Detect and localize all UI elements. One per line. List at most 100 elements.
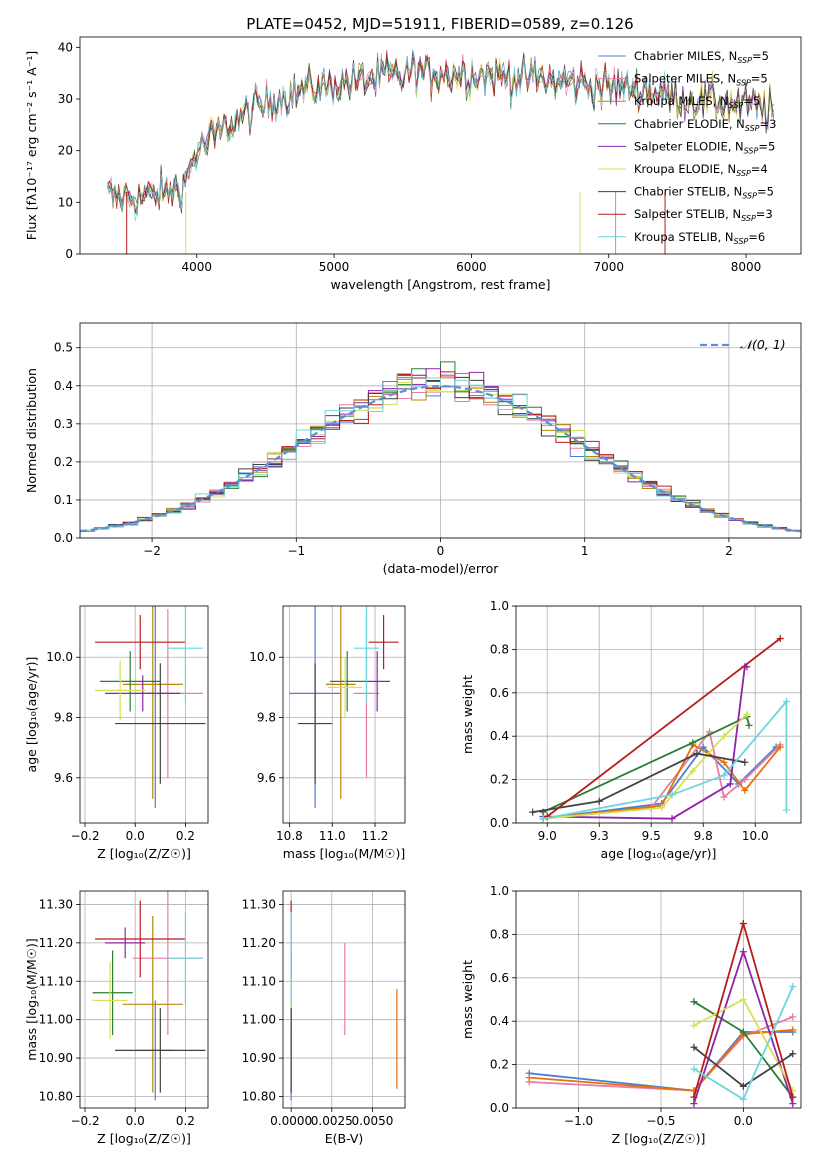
series-marker (689, 739, 697, 747)
series-line (542, 715, 750, 813)
y-tick-label: 0.8 (490, 642, 509, 656)
gridlines (283, 891, 405, 1108)
figure-title: PLATE=0452, MJD=51911, FIBERID=0589, z=0… (246, 15, 633, 33)
series-marker (668, 815, 676, 823)
axes-frame (79, 322, 802, 539)
series-marker (789, 1013, 797, 1021)
y-axis-label: Normed distribution (24, 368, 39, 493)
axes-frame (79, 36, 802, 255)
plot-body (290, 900, 398, 1101)
y-tick-label: 0.0 (490, 816, 509, 830)
y-tick-label: 0.5 (54, 341, 73, 355)
plot-body (95, 606, 206, 808)
legend-entry: Salpeter STELIB, NSSP=3 (634, 207, 773, 223)
series-marker (720, 758, 728, 766)
series-marker (693, 750, 701, 758)
series-marker (668, 791, 676, 799)
series-marker (789, 1026, 797, 1034)
series-marker (720, 771, 728, 779)
series-line (529, 1029, 793, 1092)
x-axis-label: E(B-V) (325, 1131, 364, 1146)
panel-age-vs-mass: 10.8 11.0 11.2 9.6 9.8 10.0 mass [log₁₀(M/M☉)] (249, 605, 406, 861)
y-tick-label: 11.30 (242, 897, 276, 911)
x-tick-label: 0.0 (734, 1114, 753, 1128)
y-tick-label: 0.8 (490, 927, 509, 941)
panel-mass-weight-vs-age: 9.0 9.3 9.5 9.8 10.0 0.0 0.2 0.4 0.6 0.8 1.0 age [l… (460, 599, 802, 861)
y-tick-label: 0.4 (490, 1014, 509, 1028)
plot-body (92, 891, 206, 1101)
x-tick-label: 0.2 (176, 1114, 195, 1128)
x-tick-label: 0.0050 (351, 1114, 393, 1128)
legend-entry: Kroupa MILES, NSSP=5 (634, 94, 760, 110)
axes-frame (282, 605, 406, 824)
panel-mass-weight-vs-Z: −1.0 −0.5 0.0 0.0 0.2 0.4 0.6 0.8 1.0 Z [log₁₀(Z/… (460, 884, 802, 1146)
series-marker (690, 1022, 698, 1030)
plot-body (525, 920, 797, 1108)
plot-body (289, 606, 399, 808)
x-tick-label: 0.2 (176, 829, 195, 843)
y-tick-label: 0.3 (54, 417, 73, 431)
y-tick-label: 11.00 (39, 1013, 73, 1027)
series-marker (776, 743, 784, 751)
series-marker (739, 948, 747, 956)
series-marker (789, 1093, 797, 1101)
panel-residual-histogram: −2 −1 0 1 2 0.0 0.1 0.2 0.3 0.4 0.5 (data-model)/er… (24, 322, 802, 576)
series-marker (741, 786, 749, 794)
x-tick-label: −2 (143, 544, 161, 558)
x-axis-label: mass [log₁₀(M/M☉)] (283, 846, 405, 861)
legend-entry: Chabrier STELIB, NSSP=5 (634, 185, 774, 201)
plot-body (107, 49, 774, 254)
y-tick-label: 0 (65, 247, 73, 261)
y-tick-label: 0.4 (490, 729, 509, 743)
y-tick-label: 0.2 (490, 773, 509, 787)
y-tick-label: 0.0 (54, 531, 73, 545)
series-marker (789, 1050, 797, 1058)
series-marker (658, 804, 666, 812)
series-marker (776, 635, 784, 643)
gridlines (283, 606, 405, 823)
panel-spectrum: 4000 5000 6000 7000 8000 0 10 20 30 40 wavelength … (24, 36, 802, 292)
series-marker (739, 996, 747, 1003)
series-marker (741, 758, 749, 766)
series-marker (739, 1082, 747, 1090)
panel-age-vs-Z: −0.2 0.0 0.2 9.6 9.8 10.0 Z [log₁₀(Z/Z☉)] age [… (24, 605, 209, 861)
x-tick-label: 6000 (456, 260, 487, 274)
y-tick-label: 11.10 (242, 974, 276, 988)
series-marker (789, 1100, 797, 1108)
x-tick-label: 9.8 (694, 829, 713, 843)
axes-frame (515, 605, 802, 824)
y-tick-label: 9.8 (257, 711, 276, 725)
y-tick-label: 0.0 (490, 1101, 509, 1115)
x-axis-label: Z [log₁₀(Z/Z☉)] (97, 1131, 191, 1146)
x-tick-label: 2 (725, 544, 733, 558)
x-tick-label: −0.5 (646, 1114, 675, 1128)
x-tick-label: 5000 (319, 260, 350, 274)
panel-mass-vs-Z: −0.2 0.0 0.2 10.80 10.90 11.00 11.10 11.20 11.30… (24, 890, 209, 1146)
y-tick-label: 0.6 (490, 686, 509, 700)
legend-entry: Chabrier MILES, NSSP=5 (634, 49, 769, 65)
x-tick-label: 0.0000 (270, 1114, 312, 1128)
series-marker (525, 1074, 533, 1082)
axes-frame (79, 605, 209, 824)
x-axis-label: Z [log₁₀(Z/Z☉)] (612, 1131, 706, 1146)
y-tick-label: 0.2 (54, 455, 73, 469)
histogram-step (80, 373, 801, 538)
y-axis-label: age [log₁₀(age/yr)] (24, 657, 39, 773)
legend-entry: 𝒩(0, 1) (740, 337, 786, 352)
series-marker (689, 767, 697, 775)
x-axis-label: Z [log₁₀(Z/Z☉)] (97, 846, 191, 861)
gridlines (516, 605, 801, 824)
x-tick-label: 9.0 (538, 829, 557, 843)
gridlines (80, 606, 208, 823)
y-tick-label: 10.80 (242, 1089, 276, 1103)
x-tick-label: −1 (287, 544, 305, 558)
x-axis-label: wavelength [Angstrom, rest frame] (330, 277, 550, 292)
series-marker (539, 815, 547, 823)
y-tick-label: 1.0 (490, 599, 509, 613)
y-tick-label: 10.0 (46, 650, 73, 664)
plot-body (529, 635, 790, 823)
series-marker (789, 982, 797, 990)
series-marker (690, 1093, 698, 1101)
y-tick-label: 11.30 (39, 897, 73, 911)
x-tick-label: 0 (437, 544, 445, 558)
